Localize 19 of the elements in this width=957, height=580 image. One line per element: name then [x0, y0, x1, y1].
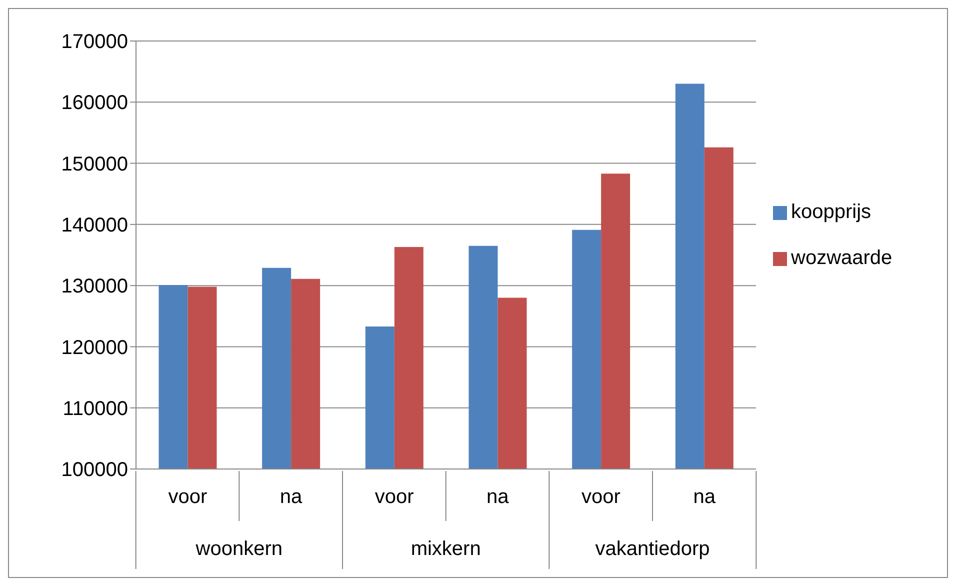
- y-tick-label: 110000: [62, 398, 128, 420]
- x-tick-label: na: [693, 486, 716, 508]
- x-tick-label: na: [280, 486, 303, 508]
- legend-label: wozwaarde: [791, 247, 892, 269]
- text: woonkern: [194, 538, 283, 560]
- y-tick-label: 160000: [61, 92, 128, 114]
- y-tick-label: 120000: [61, 336, 128, 359]
- y-tick-label: 130000: [61, 276, 128, 298]
- y-tick-label: 100000: [61, 459, 128, 482]
- y-tick-label: 170000: [61, 31, 128, 54]
- y-tick-label: 140000: [61, 214, 128, 237]
- text: vakantiedorp: [595, 538, 710, 560]
- legend-label: koopprijs: [791, 201, 872, 223]
- x-tick-label: voor: [168, 486, 208, 508]
- x-tick-label: voor: [582, 486, 621, 508]
- x-tick-label: na: [486, 486, 510, 508]
- y-tick-label: 150000: [61, 153, 128, 176]
- x-tick-label: voor: [374, 486, 414, 508]
- text: mixkern: [410, 538, 481, 560]
